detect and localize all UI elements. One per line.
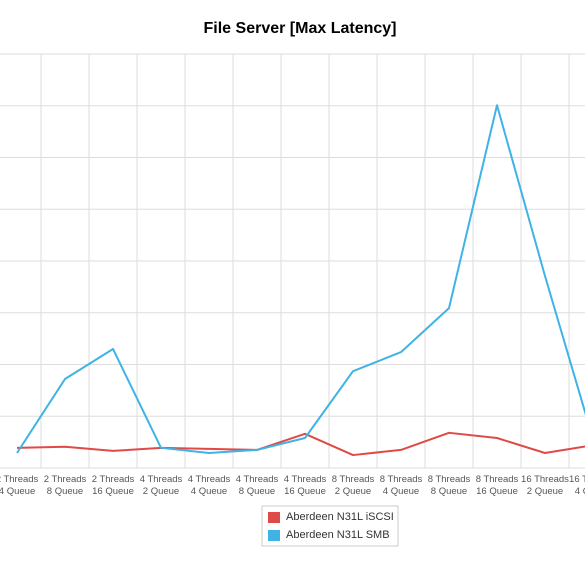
legend-box xyxy=(261,505,399,547)
x-tick-label: 4 Threads 16 Queue xyxy=(284,474,327,497)
x-tick-label: 4 Threads 8 Queue xyxy=(236,474,279,497)
x-tick-label: 8 Threads 8 Queue xyxy=(428,474,471,497)
x-tick-label: 2 Threads 16 Queue xyxy=(92,474,135,497)
x-tick-label: 4 Threads 4 Queue xyxy=(188,474,231,497)
plot xyxy=(16,104,585,457)
x-tick-label: 8 Threads 4 Queue xyxy=(380,474,423,497)
x-tick-label: 4 Threads 2 Queue xyxy=(140,474,183,497)
legend: Aberdeen N31L iSCSI Aberdeen N31L SMB xyxy=(268,511,394,541)
chart-title: File Server [Max Latency] xyxy=(204,20,397,37)
legend-swatch xyxy=(268,530,280,541)
series-line xyxy=(16,104,585,454)
x-tick-label: 8 Threads 16 Queue xyxy=(476,474,519,497)
x-tick-label: 8 Threads 2 Queue xyxy=(332,474,375,497)
x-tick-label: 2 Threads 8 Queue xyxy=(44,474,87,497)
legend-swatch xyxy=(268,512,280,523)
legend-label: Aberdeen N31L SMB xyxy=(286,529,390,541)
x-tick-label: 16 Threads 2 Queue xyxy=(521,474,569,497)
grid xyxy=(0,53,585,469)
series-line xyxy=(16,431,585,457)
legend-label: Aberdeen N31L iSCSI xyxy=(286,511,394,523)
